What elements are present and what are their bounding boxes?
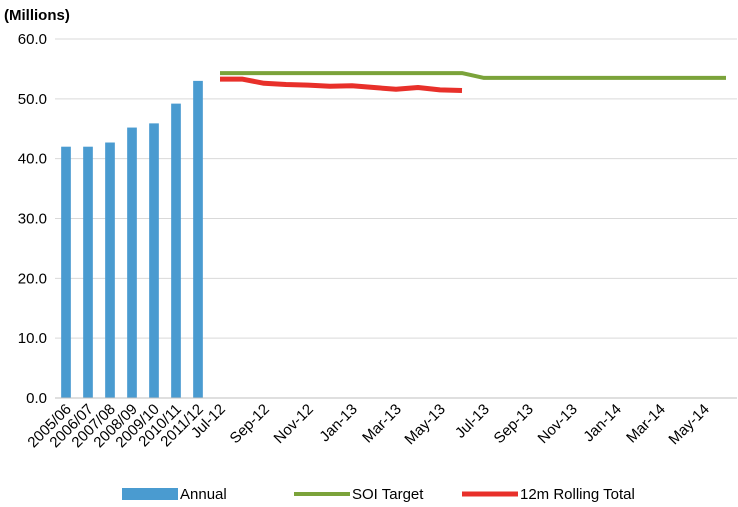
y-tick-label: 50.0	[18, 91, 47, 108]
x-tick-label: Sep-12	[227, 401, 273, 447]
x-tick-label: Mar-14	[623, 401, 669, 447]
y-axis-ticks: 0.0 10.0 20.0 30.0 40.0 50.0 60.0	[18, 31, 47, 407]
y-tick-label: 40.0	[18, 151, 47, 168]
bar	[193, 80, 203, 398]
y-tick-label: 10.0	[18, 330, 47, 347]
bar	[83, 146, 93, 398]
y-unit-label: (Millions)	[4, 7, 70, 24]
x-axis-ticks: 2005/062006/072007/082008/092009/102010/…	[24, 401, 712, 451]
legend-label: Annual	[180, 486, 227, 503]
bars	[61, 80, 203, 399]
x-tick-label: May-14	[665, 401, 712, 448]
gridlines	[55, 38, 737, 339]
bar	[61, 146, 71, 398]
x-tick-label: Jan-14	[580, 401, 624, 445]
bar	[105, 142, 115, 398]
y-tick-label: 30.0	[18, 211, 47, 228]
legend-label: 12m Rolling Total	[520, 486, 635, 503]
x-tick-label: Jan-13	[316, 401, 360, 445]
bar	[149, 123, 159, 399]
y-tick-label: 20.0	[18, 270, 47, 287]
x-tick-label: Jul-13	[452, 401, 493, 442]
series-line	[220, 71, 726, 80]
legend-swatch	[122, 488, 178, 500]
legend: Annual SOI Target 12m Rolling Total	[122, 486, 635, 503]
y-tick-label: 0.0	[26, 390, 47, 407]
bar	[127, 127, 137, 398]
x-tick-label: Sep-13	[491, 401, 537, 447]
x-tick-label: Mar-13	[359, 401, 405, 447]
series-line	[220, 76, 463, 93]
x-tick-label: Nov-13	[535, 401, 581, 447]
legend-label: SOI Target	[352, 486, 424, 503]
y-tick-label: 60.0	[18, 31, 47, 48]
x-tick-label: May-13	[401, 401, 448, 448]
series-lines	[220, 71, 726, 93]
bar	[171, 103, 181, 399]
x-tick-label: Nov-12	[271, 401, 317, 447]
